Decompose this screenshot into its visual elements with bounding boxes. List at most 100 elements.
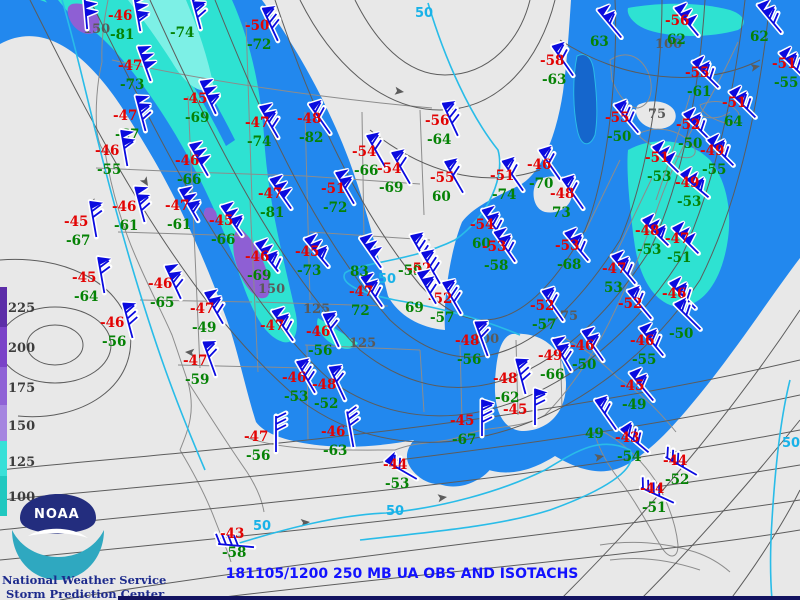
- station: -46-69: [245, 237, 284, 284]
- legend-swatch-100: [0, 476, 7, 516]
- wind-barb-icon: [638, 474, 677, 506]
- station: -52-57: [530, 285, 566, 333]
- wind-barb-icon: [612, 98, 641, 136]
- wind-barb-icon: [202, 288, 226, 327]
- noaa-logo-gull-icon: [28, 528, 88, 538]
- station: -46-63: [321, 404, 362, 459]
- station: -51-72: [321, 168, 357, 216]
- wind-barb-icon: [627, 366, 656, 404]
- wind-barb-icon: [135, 44, 158, 84]
- station-value: -66: [211, 232, 235, 248]
- station-temperature: -46: [321, 424, 345, 440]
- station-temperature: -47: [258, 186, 282, 202]
- station: -46-70: [527, 144, 563, 192]
- isotach-cyan-labels: 50 50 50 50 50: [253, 6, 800, 534]
- legend-swatch-175: [0, 367, 7, 407]
- station: -45-67: [64, 199, 105, 249]
- station-temperature: -47: [113, 108, 137, 124]
- legend-swatch-150: [0, 405, 7, 445]
- isotach-color-legend: 225 200 175 150 125 100: [0, 287, 35, 516]
- streamline: [59, 499, 800, 600]
- wind-barb-icon: [163, 262, 186, 302]
- station: -44-51: [638, 474, 677, 516]
- wind-barb-icon: [198, 77, 222, 117]
- station: -49-55: [700, 132, 736, 178]
- streamline: [0, 359, 800, 471]
- station-plot-layer: -46-81-74-47-73-45-69-47-67-50-72-47-74-…: [64, 0, 800, 561]
- station-value: 53: [604, 280, 623, 296]
- isotach-gulf-region: [419, 439, 497, 487]
- streamline: [0, 394, 800, 501]
- station-value: 60: [432, 189, 451, 205]
- isotach-50-label: 50: [253, 519, 271, 534]
- legend-value-200: 200: [8, 341, 35, 356]
- wind-barb-icon: [87, 199, 105, 240]
- station-value: 83: [350, 264, 369, 280]
- streamline: [199, 529, 800, 600]
- wind-barb-icon: [133, 93, 154, 134]
- station-value: 69: [405, 300, 424, 316]
- station-temperature: -48: [635, 223, 659, 239]
- station-value: -74: [170, 25, 194, 41]
- wind-barb-icon: [663, 444, 700, 478]
- station-temperature: -48: [550, 186, 574, 202]
- isotach-blue-stripe-1: [45, 0, 250, 326]
- station-temperature: -52: [618, 296, 642, 312]
- station: -45-69: [183, 77, 222, 126]
- wind-barb-icon: [440, 99, 462, 139]
- station-value: -72: [323, 200, 347, 216]
- station: -49-66: [538, 335, 574, 383]
- station-temperature: -49: [675, 175, 699, 191]
- station-value: -69: [379, 180, 403, 196]
- station-temperature: -54: [377, 161, 401, 177]
- station: -47-56: [244, 410, 289, 464]
- station: -52-50: [676, 106, 712, 152]
- station: -46-55: [630, 321, 666, 368]
- isotach-label-75: 75: [648, 107, 666, 122]
- station-temperature: -47: [165, 198, 189, 214]
- station-temperature: -45: [209, 213, 233, 229]
- station-value: -81: [260, 205, 284, 221]
- station-temperature: -48: [493, 371, 517, 387]
- station: 49: [585, 394, 619, 442]
- lake-ontario-outline: [699, 101, 740, 124]
- station-temperature: -46: [306, 324, 330, 340]
- station: -48-82: [297, 98, 333, 146]
- station: -74: [170, 0, 209, 41]
- state-borders-west: [95, 21, 306, 373]
- wind-barb-icon: [705, 132, 736, 168]
- station-temperature: -46: [245, 249, 269, 265]
- streamline: [214, 0, 663, 358]
- wind-barb-icon: [364, 131, 388, 170]
- station-temperature: -54: [470, 217, 494, 233]
- wind-barb-icon: [595, 3, 624, 41]
- station-temperature: -56: [425, 113, 449, 129]
- station-value: -50: [669, 326, 693, 342]
- station: -47-61: [165, 185, 202, 233]
- station-temperature: -55: [430, 170, 454, 186]
- wind-barb-icon: [267, 173, 294, 212]
- streamline: [149, 0, 706, 388]
- wind-barb-icon: [177, 185, 202, 224]
- station-value: -74: [492, 187, 516, 203]
- station-temperature: -51: [772, 56, 796, 72]
- station: -48-56: [455, 319, 492, 368]
- lake-huron-outline: [609, 54, 652, 109]
- station-value: -55: [702, 162, 726, 178]
- station-value: -67: [66, 233, 90, 249]
- station-value: 73: [552, 205, 571, 221]
- station: -46-53: [282, 357, 318, 405]
- station-value: 49: [585, 426, 604, 442]
- streamline: [299, 0, 556, 111]
- noaa-logo-crescent: [12, 530, 104, 580]
- lake-michigan: [573, 54, 598, 145]
- station: -44-53: [383, 451, 420, 492]
- station: -53-68: [555, 226, 591, 273]
- station-temperature: -47: [190, 301, 214, 317]
- wind-barb-icon: [321, 310, 342, 350]
- wind-barb-icon: [327, 363, 348, 403]
- wind-barb-icon: [440, 278, 464, 317]
- wind-barb-icon: [260, 4, 282, 44]
- station: -54-66: [352, 131, 388, 179]
- station-temperature: -53: [555, 238, 579, 254]
